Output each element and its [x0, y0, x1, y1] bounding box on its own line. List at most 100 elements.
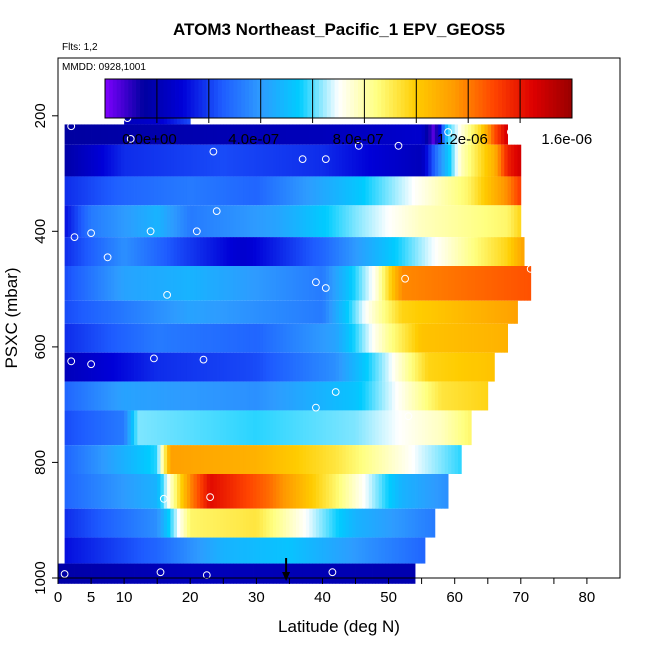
heatmap-cell	[441, 144, 446, 177]
heatmap-cell	[355, 410, 360, 446]
heatmap-cell	[322, 508, 327, 538]
heatmap-cell	[147, 237, 151, 266]
heatmap-cell	[97, 124, 102, 145]
heatmap-cell	[140, 537, 145, 564]
heatmap-cell	[305, 323, 310, 353]
heatmap-cell	[206, 300, 211, 324]
heatmap-cell	[120, 237, 125, 266]
heatmap-cell	[279, 537, 284, 564]
heatmap-cell	[114, 124, 118, 145]
heatmap-cell	[134, 124, 138, 145]
heatmap-cell	[484, 352, 489, 382]
heatmap-cell	[458, 300, 462, 324]
heatmap-cell	[467, 300, 472, 324]
colorbar-swatch	[245, 79, 250, 118]
colorbar-swatch	[404, 79, 409, 118]
heatmap-cell	[282, 508, 287, 538]
heatmap-cell	[424, 300, 429, 324]
heatmap-cell	[262, 445, 267, 474]
heatmap-cell	[312, 176, 317, 206]
heatmap-cell	[289, 410, 294, 446]
heatmap-cell	[262, 237, 267, 266]
heatmap-cell	[157, 352, 161, 382]
heatmap-cell	[415, 537, 419, 564]
heatmap-cell	[375, 410, 380, 446]
heatmap-cell	[408, 266, 413, 301]
heatmap-cell	[107, 176, 112, 206]
heatmap-cell	[229, 352, 234, 382]
heatmap-cell	[74, 410, 79, 446]
heatmap-cell	[226, 381, 231, 411]
heatmap-cell	[415, 144, 419, 177]
heatmap-cell	[236, 205, 241, 238]
heatmap-cell	[411, 205, 416, 238]
heatmap-cell	[81, 266, 85, 301]
heatmap-cell	[226, 237, 231, 266]
heatmap-cell	[461, 237, 466, 266]
heatmap-cell	[484, 381, 489, 411]
heatmap-cell	[448, 237, 452, 266]
colorbar-swatch	[389, 79, 394, 118]
heatmap-cell	[183, 508, 188, 538]
heatmap-cell	[381, 144, 386, 177]
heatmap-cell	[186, 205, 191, 238]
heatmap-cell	[319, 266, 323, 301]
heatmap-cell	[246, 563, 251, 584]
heatmap-cell	[418, 205, 423, 238]
sample-point	[206, 493, 215, 502]
heatmap-cell	[173, 144, 178, 177]
heatmap-cell	[282, 205, 287, 238]
heatmap-cell	[319, 205, 323, 238]
heatmap-cell	[262, 266, 267, 301]
heatmap-cell	[381, 266, 386, 301]
heatmap-cell	[355, 176, 360, 206]
heatmap-cell	[375, 323, 380, 353]
heatmap-cell	[134, 266, 138, 301]
heatmap-cell	[408, 205, 413, 238]
heatmap-cell	[100, 445, 105, 474]
heatmap-cell	[262, 300, 267, 324]
heatmap-cell	[335, 445, 340, 474]
heatmap-cell	[484, 266, 489, 301]
heatmap-cell	[77, 352, 82, 382]
heatmap-cell	[150, 474, 155, 509]
heatmap-cell	[213, 266, 218, 301]
sample-point	[163, 291, 172, 299]
heatmap-cell	[431, 266, 436, 301]
heatmap-cell	[236, 508, 241, 538]
heatmap-cell	[494, 144, 499, 177]
heatmap-cell	[253, 381, 257, 411]
heatmap-cell	[134, 205, 138, 238]
heatmap-cell	[97, 563, 102, 584]
heatmap-cell	[127, 266, 132, 301]
heatmap-cell	[504, 237, 508, 266]
heatmap-cell	[67, 352, 72, 382]
heatmap-cell	[203, 381, 208, 411]
heatmap-cell	[67, 176, 72, 206]
heatmap-cell	[272, 381, 277, 411]
heatmap-cell	[375, 124, 380, 145]
heatmap-cell	[127, 410, 132, 446]
heatmap-cell	[216, 410, 221, 446]
heatmap-cell	[372, 323, 376, 353]
heatmap-cell	[219, 445, 224, 474]
heatmap-cell	[355, 266, 360, 301]
heatmap-cell	[451, 205, 456, 238]
heatmap-cell	[239, 381, 244, 411]
heatmap-cell	[190, 323, 194, 353]
heatmap-cell	[378, 205, 383, 238]
heatmap-cell	[378, 410, 383, 446]
heatmap-cell	[167, 266, 171, 301]
heatmap-cell	[134, 300, 138, 324]
heatmap-cell	[424, 266, 429, 301]
heatmap-cell	[289, 176, 294, 206]
heatmap-cell	[309, 508, 313, 538]
colorbar-swatch	[428, 79, 433, 118]
heatmap-cell	[183, 300, 188, 324]
heatmap-cell	[64, 445, 69, 474]
heatmap-cell	[233, 144, 237, 177]
colorbar-swatch	[151, 79, 156, 118]
heatmap-cell	[243, 508, 247, 538]
heatmap-cell	[348, 144, 353, 177]
colorbar-swatch	[474, 79, 479, 118]
